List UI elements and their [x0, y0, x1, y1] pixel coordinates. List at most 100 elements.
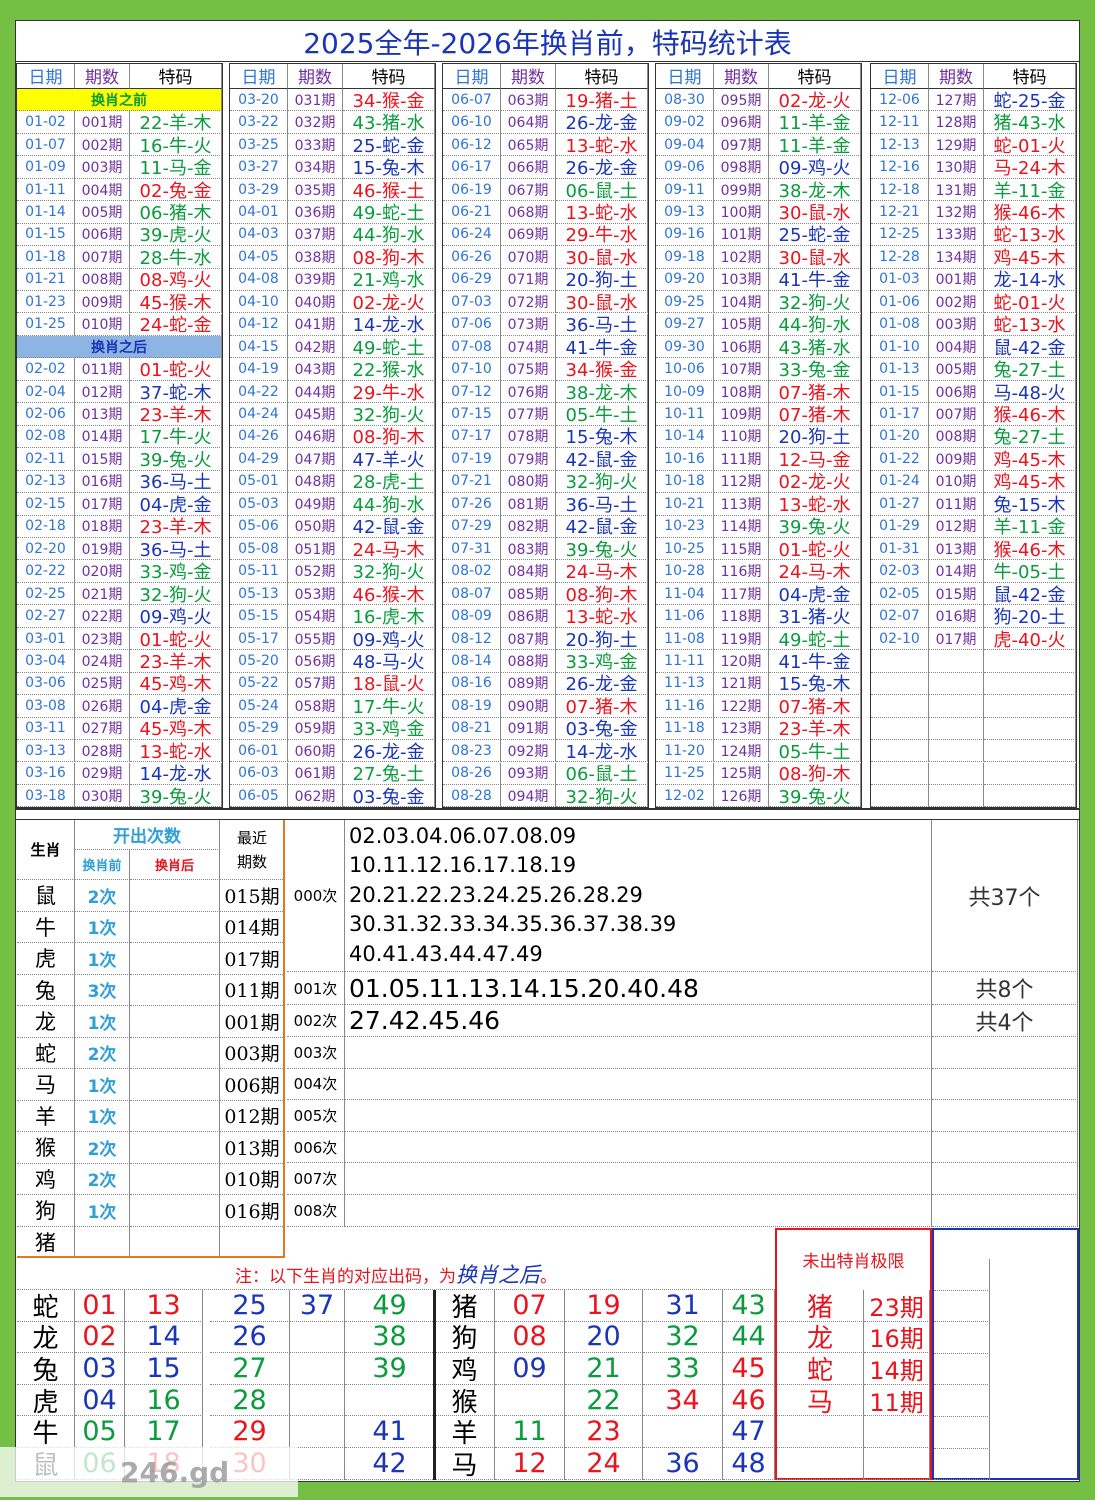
special-code: 26-龙-金	[556, 672, 648, 696]
limit-zodiac	[777, 1448, 864, 1480]
period: 078期	[501, 425, 556, 449]
date: 04-08	[230, 268, 288, 292]
special-code: 01-蛇-火	[130, 358, 222, 381]
hit-total	[932, 1068, 1078, 1101]
special-code: 33-鸡-金	[343, 717, 435, 741]
date: 03-16	[17, 762, 75, 785]
date: 06-05	[230, 784, 288, 808]
period: 020期	[75, 560, 130, 583]
date: 10-25	[656, 538, 714, 561]
number: 04	[75, 1384, 125, 1417]
period: 098期	[714, 156, 769, 179]
date: 12-21	[871, 201, 929, 224]
zodiac: 猴	[435, 1384, 495, 1417]
hit-label: 008次	[287, 1195, 345, 1227]
date: 06-19	[443, 178, 501, 202]
date: 05-08	[230, 538, 288, 561]
date: 01-27	[871, 493, 929, 516]
special-code: 45-猴-木	[130, 291, 222, 314]
period: 069期	[501, 223, 556, 247]
special-code: 23-羊-木	[769, 717, 861, 741]
count-before: 3次	[75, 974, 130, 1006]
period: 071期	[501, 268, 556, 292]
hit-total: 共4个	[932, 1005, 1078, 1037]
special-code: 43-猪-水	[769, 335, 861, 359]
date: 12-25	[871, 223, 929, 247]
special-code: 羊-11-金	[984, 178, 1076, 202]
period: 047期	[288, 448, 343, 471]
date: 01-24	[871, 470, 929, 494]
special-code: 猪-43-水	[984, 111, 1076, 134]
period: 009期	[75, 291, 130, 314]
date: 02-04	[17, 380, 75, 404]
special-code: 39-兔-火	[769, 515, 861, 538]
limit-zodiac	[777, 1416, 864, 1448]
period: 010期	[75, 313, 130, 336]
date: 02-13	[17, 470, 75, 494]
limit-period: 14期	[864, 1353, 930, 1385]
date: 09-16	[656, 223, 714, 247]
special-code: 27-兔-土	[343, 762, 435, 785]
date: 06-10	[443, 111, 501, 134]
date: 07-12	[443, 380, 501, 404]
date: 02-03	[871, 560, 929, 583]
special-code: 13-蛇-水	[556, 201, 648, 224]
zodiac: 狗	[17, 1195, 75, 1227]
period: 061期	[288, 762, 343, 785]
period: 070期	[501, 246, 556, 269]
special-code: 鸡-45-木	[984, 246, 1076, 269]
hit-numbers	[345, 1037, 932, 1069]
period: 002期	[929, 291, 984, 314]
period: 025期	[75, 672, 130, 696]
date: 04-12	[230, 313, 288, 336]
zodiac: 猪	[435, 1290, 495, 1322]
date: 07-06	[443, 313, 501, 336]
period: 001期	[75, 111, 130, 134]
period: 080期	[501, 470, 556, 494]
period: 018期	[75, 515, 130, 538]
period: 004期	[929, 335, 984, 359]
period: 005期	[75, 201, 130, 224]
date: 02-22	[17, 560, 75, 583]
date: 07-19	[443, 448, 501, 471]
period: 064期	[501, 111, 556, 134]
date: 07-03	[443, 291, 501, 314]
number: 16	[125, 1384, 203, 1417]
count-before: 2次	[75, 1132, 130, 1164]
special-code: 30-鼠-水	[769, 246, 861, 269]
date: 12-18	[871, 178, 929, 202]
right-cell	[934, 1322, 990, 1354]
count-before: 2次	[75, 880, 130, 912]
date: 04-24	[230, 403, 288, 426]
period: 002期	[75, 133, 130, 157]
special-code: 02-龙-火	[769, 89, 861, 112]
zodiac: 鸡	[435, 1353, 495, 1385]
number: 29	[210, 1416, 290, 1448]
count-after	[130, 1100, 220, 1132]
date: 05-01	[230, 470, 288, 494]
special-code: 36-马-土	[130, 538, 222, 561]
period: 006期	[929, 380, 984, 404]
special-code: 31-猪-火	[769, 605, 861, 628]
period: 133期	[929, 223, 984, 247]
special-code: 44-狗-水	[343, 223, 435, 247]
period: 042期	[288, 335, 343, 359]
note-part: 注：以下生肖的对应出码，为	[235, 1266, 456, 1287]
period: 128期	[929, 111, 984, 134]
date: 01-07	[17, 133, 75, 157]
period: 083期	[501, 538, 556, 561]
date: 01-03	[871, 268, 929, 292]
column-header: 特码	[556, 63, 648, 89]
number: 44	[723, 1321, 775, 1354]
zodiac: 兔	[17, 974, 75, 1006]
date: 07-17	[443, 425, 501, 449]
count-before: 2次	[75, 1163, 130, 1195]
date: 05-22	[230, 672, 288, 696]
limit-period	[864, 1416, 930, 1448]
period: 060期	[288, 740, 343, 763]
number	[290, 1321, 345, 1354]
date: 09-20	[656, 268, 714, 292]
date: 09-27	[656, 313, 714, 336]
period: 036期	[288, 201, 343, 224]
date: 02-27	[17, 605, 75, 628]
